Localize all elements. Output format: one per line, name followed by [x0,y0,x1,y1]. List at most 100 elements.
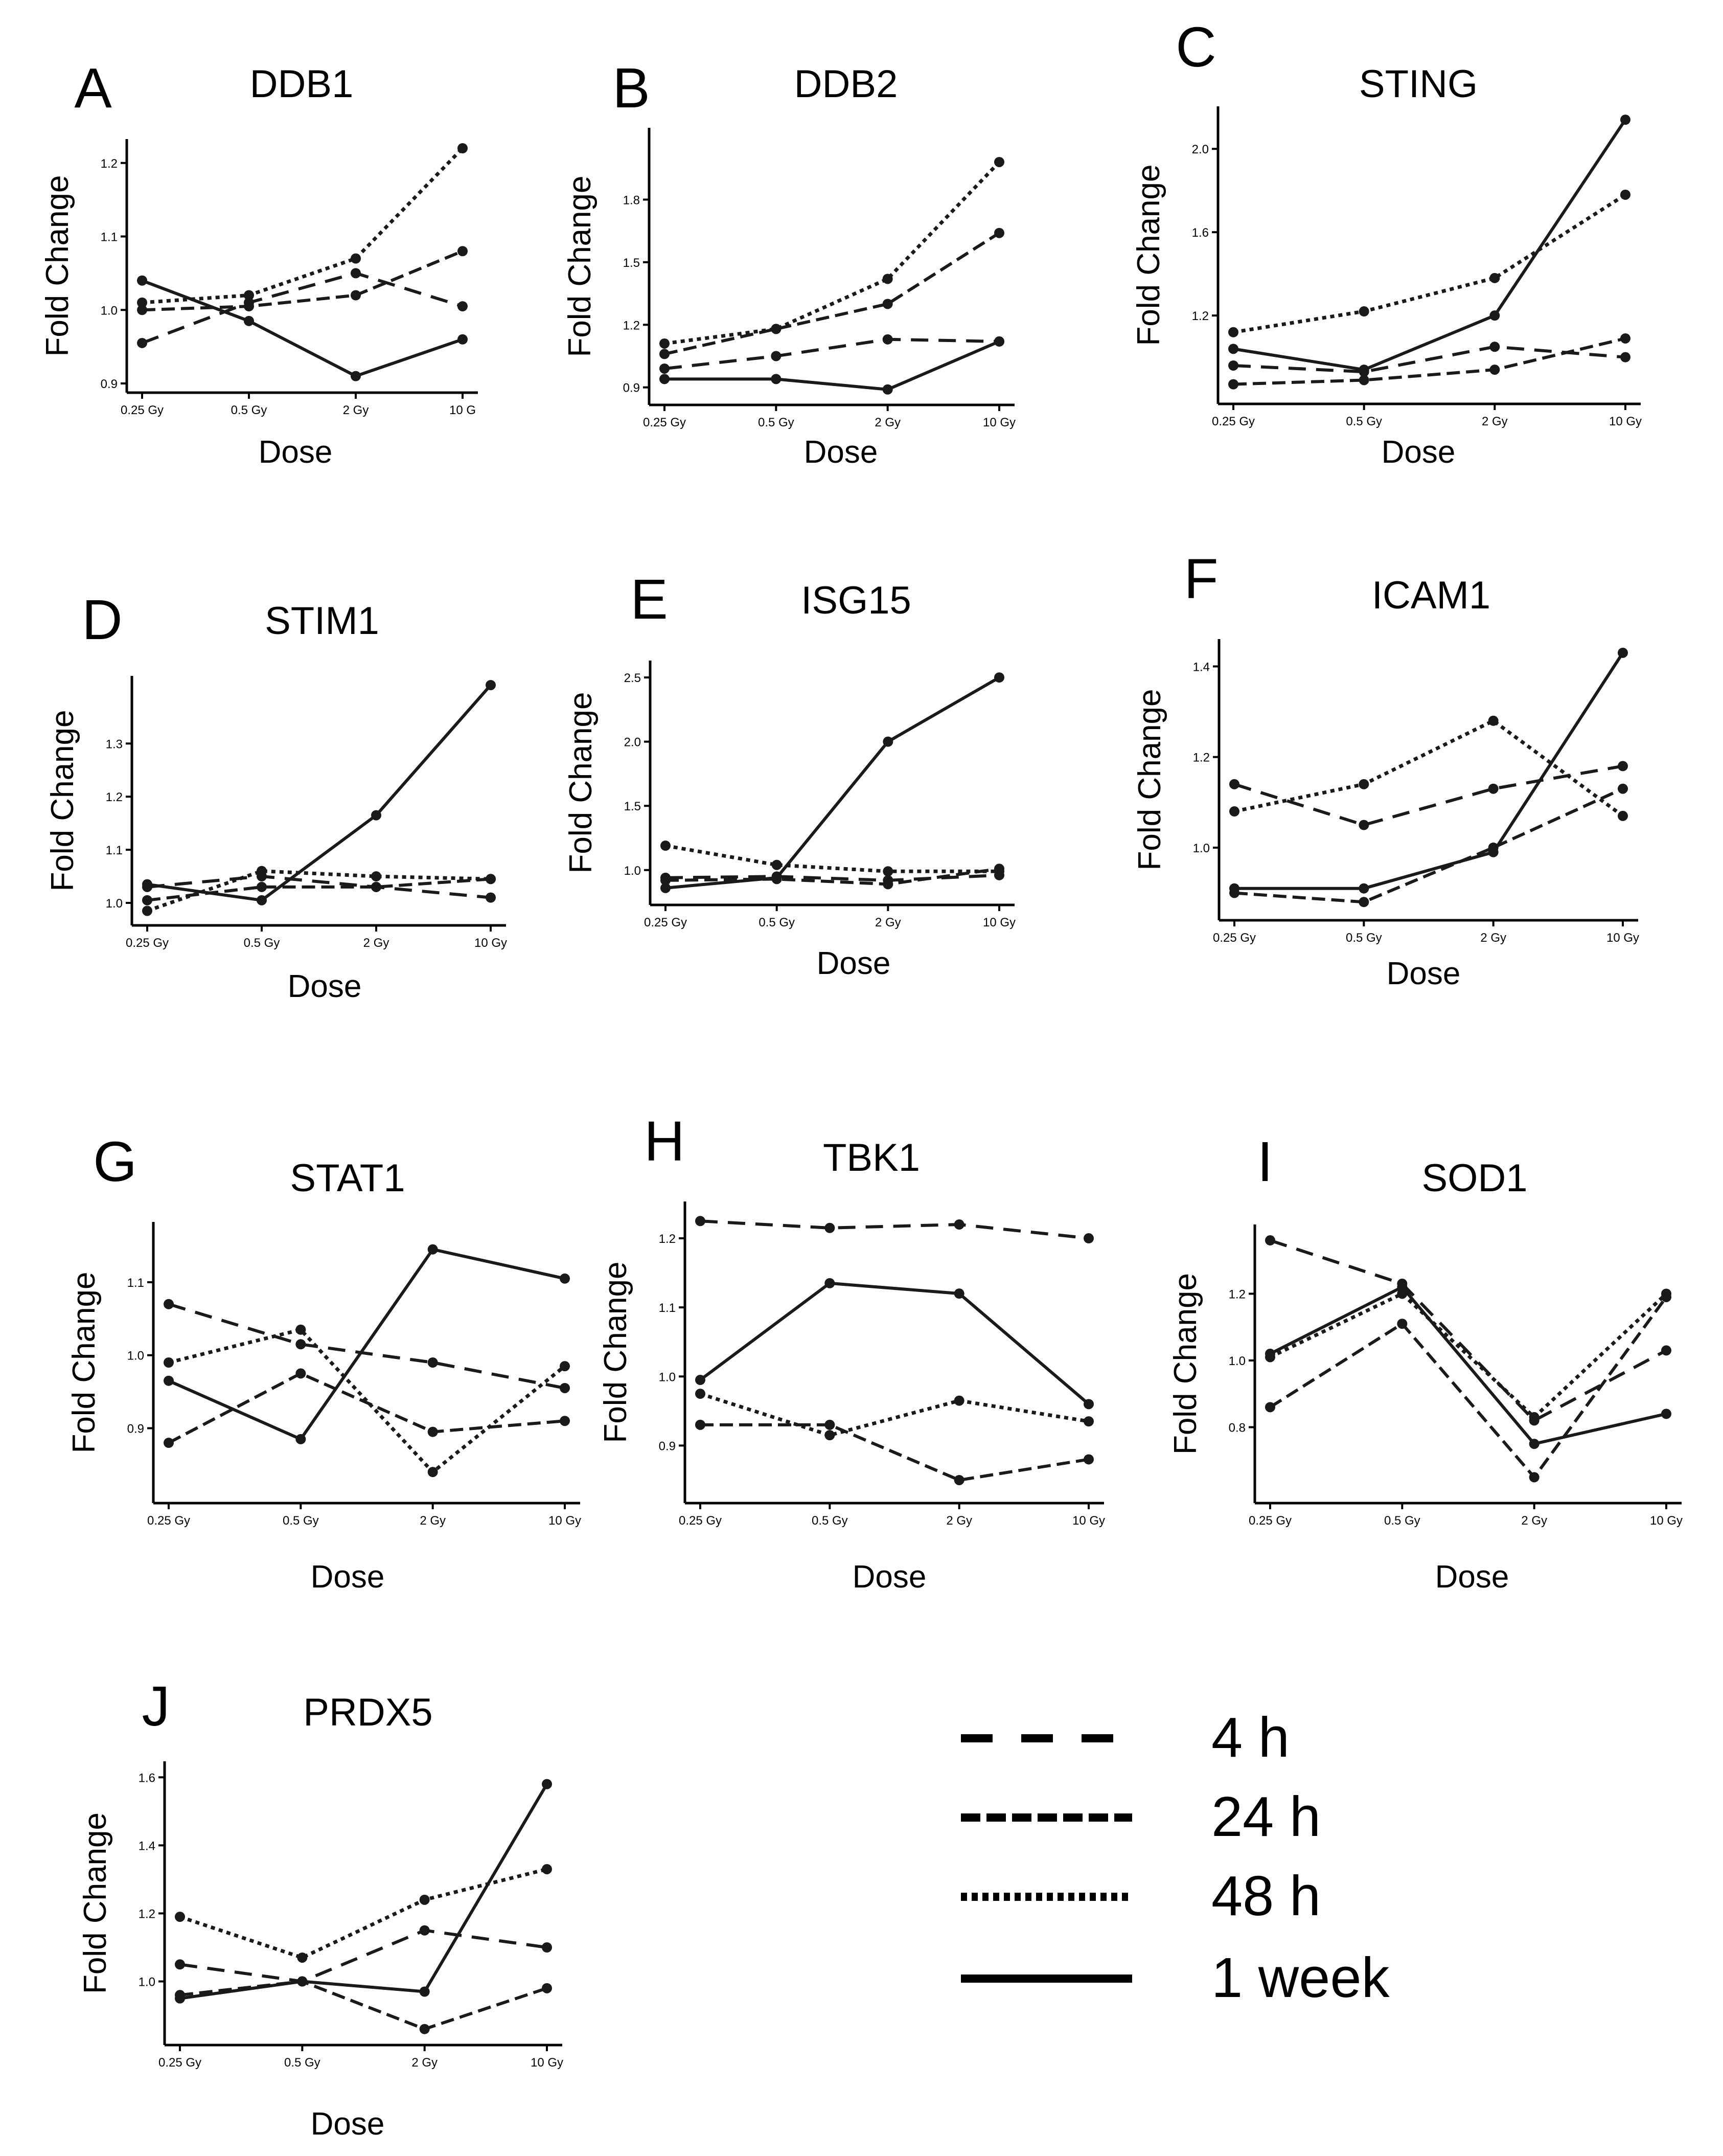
legend-label: 1 week [1211,1946,1390,2009]
x-axis-label: Dose [1387,956,1461,991]
series-line [699,1281,1090,1405]
panels-layer: A DDB1 0.9 1.0 1.1 1.2 0.25 Gy 0.5 Gy 2 Gy 10 G Do… [40,16,1683,2142]
data-point [419,2024,430,2034]
series-1-week [659,336,1004,395]
series-line [142,249,464,312]
data-point [137,297,147,308]
series-line [179,1783,548,2000]
data-point [1265,1235,1275,1246]
series-4-h [695,1216,1094,1244]
x-tick-label: 0.5 Gy [758,416,794,429]
data-point [1228,360,1238,371]
x-axis-label: Dose [817,946,891,981]
data-point [1489,342,1500,352]
data-point [257,895,267,905]
data-point [994,228,1004,238]
chart-panel-c: C STING 1.2 1.6 2.0 0.25 Gy 0.5 Gy 2 Gy 10 Gy Dos… [1131,16,1642,470]
series-line [1233,119,1627,372]
x-tick-label: 0.5 Gy [284,2056,320,2070]
data-point [164,1357,174,1368]
series-48-h [164,1324,570,1478]
data-point [175,1959,185,1970]
data-point [1620,352,1630,362]
data-point [427,1467,438,1478]
data-point [244,290,254,301]
y-tick-label: 1.8 [623,193,640,207]
y-tick-label: 2.5 [624,671,641,685]
x-axis-label: Dose [804,435,878,470]
y-tick-label: 1.5 [623,256,640,270]
chart-panel-a: A DDB1 0.9 1.0 1.1 1.2 0.25 Gy 0.5 Gy 2 Gy 10 G Do… [40,57,478,470]
series-line [1233,345,1626,374]
data-point [695,1419,705,1430]
series-line [1233,337,1626,386]
data-point [244,301,254,312]
y-tick-label: 1.6 [139,1771,155,1785]
series-line [168,1328,566,1474]
series-line [1269,1292,1668,1419]
data-point [1488,783,1499,794]
y-tick-label: 1.0 [101,304,118,317]
x-axis-label: Dose [1382,435,1456,470]
x-tick-label: 10 Gy [1072,1514,1105,1528]
y-axis-label: Fold Change [1168,1273,1203,1455]
series-line [168,1247,565,1441]
series-24-h [1265,1291,1671,1483]
x-tick-label: 0.5 Gy [812,1514,848,1528]
x-tick-label: 0.25 Gy [679,1514,722,1528]
x-tick-label: 10 Gy [1650,1514,1683,1528]
series-48-h [659,156,1004,349]
y-tick-label: 1.0 [1193,842,1210,855]
legend-label: 24 h [1211,1785,1321,1848]
x-axis-label: Dose [288,969,362,1004]
y-axis-label: Fold Change [1131,164,1166,346]
series-line [1234,652,1624,890]
data-point [1359,365,1369,375]
y-tick-label: 0.9 [659,1439,676,1453]
chart-panel-g: G STAT1 0.9 1.0 1.1 0.25 Gy 0.5 Gy 2 Gy 10 Gy Dos… [66,1130,581,1595]
panel-letter: A [74,57,112,120]
series-4-h [1229,761,1628,830]
data-point [486,874,496,884]
y-tick-label: 0.9 [101,377,118,391]
panel-letter: C [1176,16,1216,79]
y-axis-label: Fold Change [78,1812,113,1994]
y-tick-label: 1.2 [659,1232,676,1246]
y-axis-label: Fold Change [66,1272,102,1453]
y-axis-label: Fold Change [563,692,599,873]
data-point [137,305,147,315]
x-tick-label: 0.5 Gy [1346,415,1382,428]
series-line [142,147,464,305]
x-tick-label: 2 Gy [946,1514,972,1528]
x-tick-label: 10 Gy [983,916,1016,929]
x-tick-label: 0.25 Gy [643,416,686,429]
y-tick-label: 1.5 [624,800,641,813]
data-point [560,1273,570,1284]
data-point [560,1361,570,1372]
chart-panel-f: F ICAM1 1.0 1.2 1.4 0.25 Gy 0.5 Gy 2 Gy 10 Gy Dos… [1132,548,1639,991]
data-point [419,1986,430,1997]
chart-title: DDB1 [250,62,354,106]
y-axis-label: Fold Change [45,710,80,891]
data-point [883,866,893,877]
x-tick-label: 2 Gy [875,916,901,929]
data-point [542,1983,552,1993]
data-point [1229,779,1239,789]
data-point [427,1357,438,1368]
data-point [1529,1412,1540,1422]
data-point [457,334,468,345]
data-point [257,881,267,892]
x-tick-label: 2 Gy [1482,415,1508,428]
x-axis-label: Dose [1435,1559,1509,1595]
legend-item-1-week: 1 week [961,1946,1390,2009]
data-point [659,349,670,359]
y-tick-label: 1.2 [106,790,123,804]
data-point [351,268,361,279]
data-point [486,680,496,690]
legend-label: 4 h [1211,1706,1290,1769]
x-tick-label: 0.5 Gy [759,916,795,929]
y-axis-label: Fold Change [562,175,598,357]
y-tick-label: 1.1 [106,844,123,857]
series-line [1269,1285,1667,1446]
